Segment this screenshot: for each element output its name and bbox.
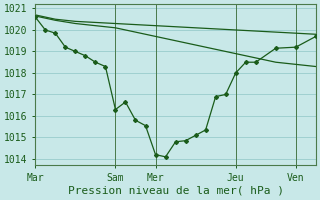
X-axis label: Pression niveau de la mer( hPa ): Pression niveau de la mer( hPa ) — [68, 186, 284, 196]
